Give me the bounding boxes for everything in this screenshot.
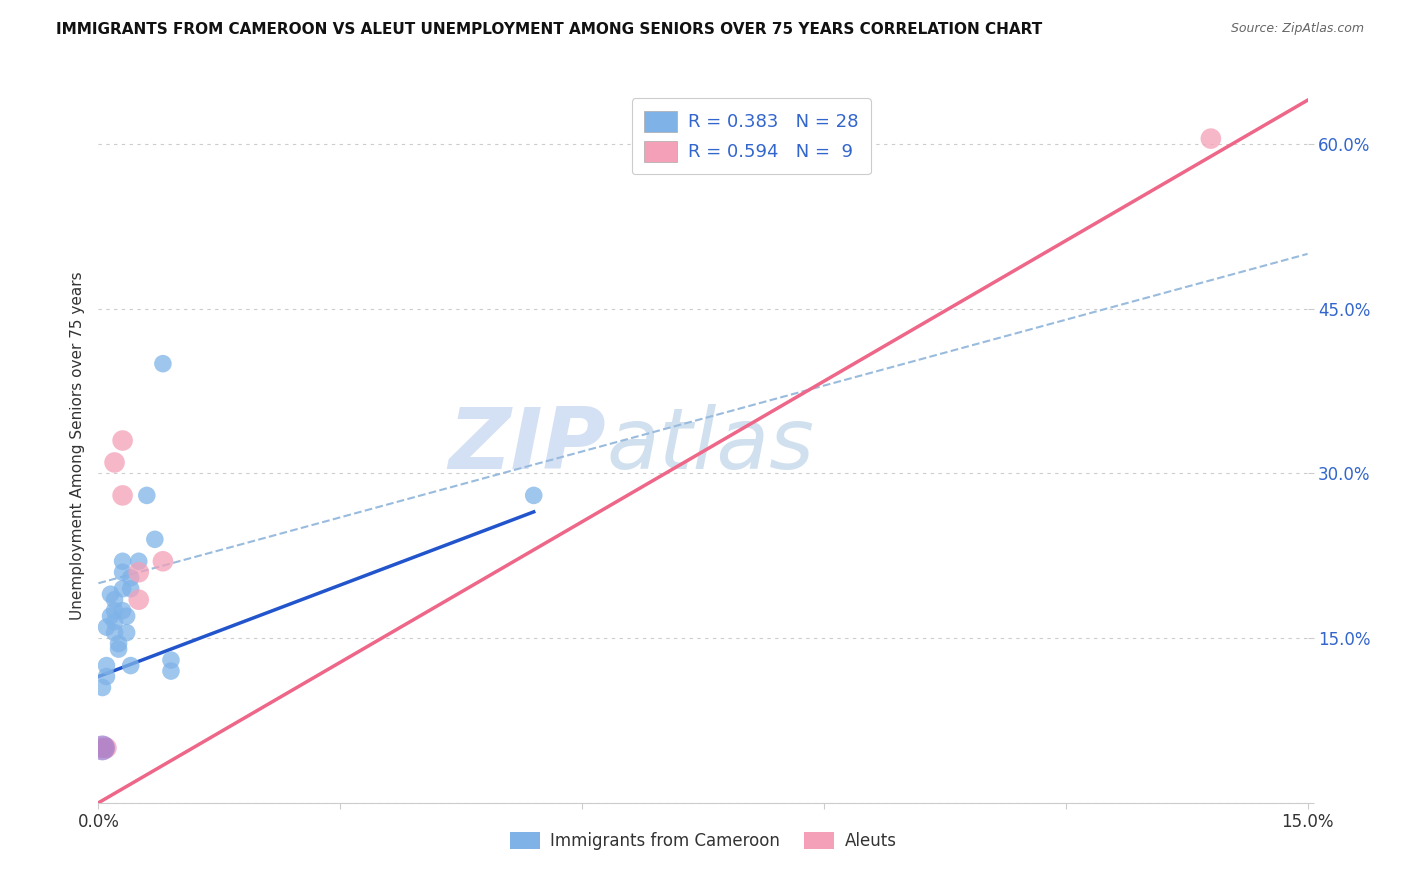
Point [128, 554, 150, 568]
Point [103, 604, 125, 618]
Point [96, 620, 118, 634]
Point [103, 615, 125, 629]
Point [523, 488, 546, 502]
Point [120, 582, 142, 596]
Point [103, 592, 125, 607]
Point [160, 664, 183, 678]
Point [111, 582, 134, 596]
Point [111, 488, 134, 502]
Point [100, 609, 122, 624]
Point [120, 571, 142, 585]
Point [111, 604, 134, 618]
Y-axis label: Unemployment Among Seniors over 75 years: Unemployment Among Seniors over 75 years [69, 272, 84, 620]
Point [135, 488, 157, 502]
Point [143, 533, 166, 547]
Text: IMMIGRANTS FROM CAMEROON VS ALEUT UNEMPLOYMENT AMONG SENIORS OVER 75 YEARS CORRE: IMMIGRANTS FROM CAMEROON VS ALEUT UNEMPL… [56, 22, 1042, 37]
Point [128, 566, 150, 580]
Point [91, 740, 114, 755]
Point [107, 642, 129, 657]
Point [115, 625, 138, 640]
Text: Source: ZipAtlas.com: Source: ZipAtlas.com [1230, 22, 1364, 36]
Point [96, 658, 118, 673]
Point [91, 681, 114, 695]
Point [128, 592, 150, 607]
Point [160, 653, 183, 667]
Point [96, 740, 118, 755]
Point [103, 455, 125, 469]
Point [91, 740, 114, 755]
Point [96, 669, 118, 683]
Point [115, 609, 138, 624]
Point [152, 554, 174, 568]
Legend: Immigrants from Cameroon, Aleuts: Immigrants from Cameroon, Aleuts [501, 824, 905, 859]
Point [107, 637, 129, 651]
Point [111, 434, 134, 448]
Point [111, 566, 134, 580]
Point [103, 625, 125, 640]
Point [111, 554, 134, 568]
Point [100, 587, 122, 601]
Point [120, 658, 142, 673]
Point [1199, 131, 1222, 145]
Text: atlas: atlas [606, 404, 814, 488]
Point [152, 357, 174, 371]
Text: ZIP: ZIP [449, 404, 606, 488]
